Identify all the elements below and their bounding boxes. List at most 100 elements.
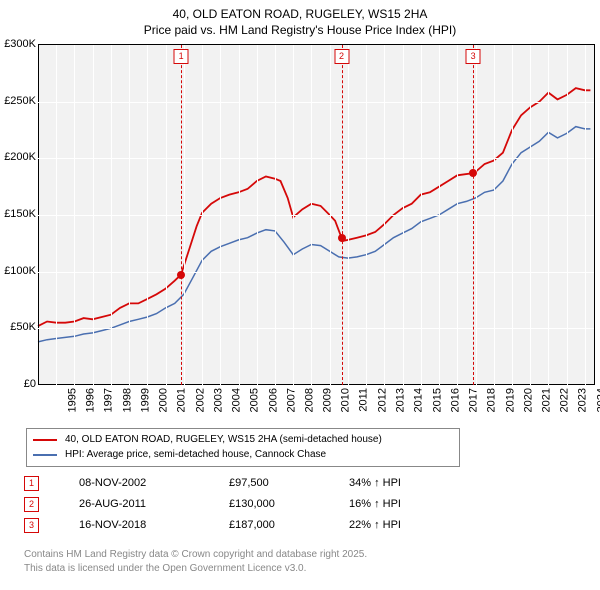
x-tick-label: 1997 [103,388,115,412]
v-gridline [330,45,331,385]
event-date: 26-AUG-2011 [79,497,229,511]
h-gridline [38,215,594,216]
v-gridline [147,45,148,385]
marker-dot [338,234,346,242]
h-gridline [38,272,594,273]
v-gridline [494,45,495,385]
v-gridline [548,45,549,385]
h-gridline [38,158,594,159]
v-gridline [311,45,312,385]
x-tick-label: 2018 [486,388,498,412]
x-tick-label: 2000 [158,388,170,412]
x-tick-label: 2008 [303,388,315,412]
event-row: 3 16-NOV-2018£187,00022% ↑ HPI [24,518,564,533]
v-gridline [257,45,258,385]
x-tick-label: 2009 [322,388,334,412]
v-gridline [384,45,385,385]
event-price: £187,000 [229,518,349,532]
y-tick-label: £50K [0,321,36,333]
v-gridline [348,45,349,385]
x-tick-label: 2010 [340,388,352,412]
v-gridline [457,45,458,385]
x-tick-label: 1998 [121,388,133,412]
y-tick-label: £100K [0,265,36,277]
footer-line-1: Contains HM Land Registry data © Crown c… [24,548,367,562]
x-tick-label: 2002 [194,388,206,412]
event-date: 16-NOV-2018 [79,518,229,532]
marker-line [342,45,343,385]
event-row: 2 26-AUG-2011£130,00016% ↑ HPI [24,497,564,512]
legend-row-2: HPI: Average price, semi-detached house,… [33,448,453,463]
x-tick-label: 2004 [231,388,243,412]
x-tick-label: 2003 [212,388,224,412]
marker-label: 1 [174,49,189,64]
v-gridline [111,45,112,385]
footer-line-2: This data is licensed under the Open Gov… [24,562,367,576]
x-tick-label: 1996 [85,388,97,412]
y-tick-label: £0 [0,378,36,390]
v-gridline [74,45,75,385]
title-line-1: 40, OLD EATON ROAD, RUGELEY, WS15 2HA [0,6,600,22]
legend-row-1: 40, OLD EATON ROAD, RUGELEY, WS15 2HA (s… [33,433,453,448]
x-axis-line [38,384,594,385]
h-gridline [38,328,594,329]
v-gridline [439,45,440,385]
y-tick-label: £250K [0,95,36,107]
x-tick-label: 2021 [540,388,552,412]
v-gridline [567,45,568,385]
x-tick-label: 2013 [395,388,407,412]
marker-label: 2 [334,49,349,64]
x-tick-label: 2016 [449,388,461,412]
x-tick-label: 2019 [504,388,516,412]
v-gridline [184,45,185,385]
v-gridline [166,45,167,385]
event-price: £130,000 [229,497,349,511]
event-date: 08-NOV-2002 [79,476,229,490]
legend-label-1: 40, OLD EATON ROAD, RUGELEY, WS15 2HA (s… [65,433,382,448]
footer: Contains HM Land Registry data © Crown c… [24,548,367,575]
v-gridline [585,45,586,385]
event-row: 108-NOV-2002£97,50034% ↑ HPI [24,476,564,491]
marker-line [473,45,474,385]
v-gridline [293,45,294,385]
x-tick-label: 2017 [468,388,480,412]
title-line-2: Price paid vs. HM Land Registry's House … [0,22,600,38]
v-gridline [421,45,422,385]
legend-label-2: HPI: Average price, semi-detached house,… [65,448,326,463]
x-tick-label: 2024 [595,388,600,412]
marker-label: 3 [466,49,481,64]
x-tick-label: 2005 [249,388,261,412]
v-gridline [239,45,240,385]
v-gridline [366,45,367,385]
event-marker-ref: 3 [24,518,39,533]
v-gridline [275,45,276,385]
v-gridline [56,45,57,385]
x-tick-label: 2007 [285,388,297,412]
y-tick-label: £150K [0,208,36,220]
chart-container: 40, OLD EATON ROAD, RUGELEY, WS15 2HA Pr… [0,0,600,590]
x-tick-label: 2020 [522,388,534,412]
x-tick-label: 2014 [413,388,425,412]
events-table: 108-NOV-2002£97,50034% ↑ HPI 2 26-AUG-2011… [24,470,564,539]
event-marker-ref: 2 [24,497,39,512]
x-tick-label: 2001 [176,388,188,412]
v-gridline [476,45,477,385]
plot-area: 1 2 3 [38,44,595,385]
v-gridline [93,45,94,385]
event-change: 22% ↑ HPI [349,518,401,532]
v-gridline [403,45,404,385]
event-change: 34% ↑ HPI [349,476,401,490]
x-tick-label: 2023 [577,388,589,412]
v-gridline [530,45,531,385]
marker-line [181,45,182,385]
event-change: 16% ↑ HPI [349,497,401,511]
h-gridline [38,102,594,103]
chart-title: 40, OLD EATON ROAD, RUGELEY, WS15 2HA Pr… [0,0,600,38]
marker-dot [177,271,185,279]
series-property-line [38,88,590,326]
legend-swatch-2 [33,454,57,456]
x-tick-label: 2006 [267,388,279,412]
event-price: £97,500 [229,476,349,490]
x-tick-label: 2022 [559,388,571,412]
v-gridline [202,45,203,385]
